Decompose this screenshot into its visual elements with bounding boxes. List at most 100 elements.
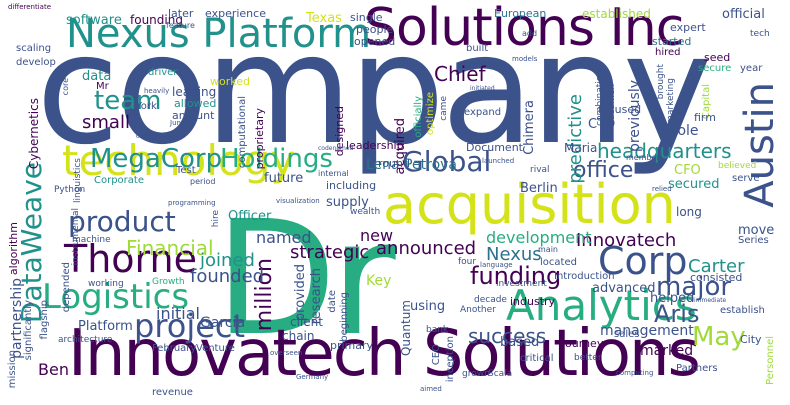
word-investment: investment — [496, 279, 547, 289]
word-journey: journey — [562, 337, 604, 350]
word-company: company — [36, 1, 713, 178]
word-dr: Dr — [215, 187, 396, 371]
word-heavily: heavily — [144, 87, 170, 95]
word-ceo: CEO — [431, 344, 442, 366]
word-started: started — [652, 35, 692, 48]
word-logistics: Logistics — [42, 277, 190, 317]
word-long: long — [676, 205, 702, 219]
word-decade: decade — [474, 295, 507, 305]
word-year: year — [740, 63, 763, 74]
word-seed: seed — [704, 51, 731, 64]
word-financial: Financial — [126, 236, 214, 260]
word-strategic: strategic — [290, 242, 370, 263]
word-significantly: significantly — [23, 300, 34, 361]
word-internal: internal — [318, 169, 349, 178]
word-previously: previously — [627, 80, 643, 153]
word-focused: focused — [598, 103, 642, 116]
word-founded: founded — [190, 266, 265, 287]
word-add: add — [522, 29, 538, 38]
word-chief: Chief — [434, 62, 486, 86]
word-mission: mission — [7, 350, 18, 389]
word-language: language — [480, 261, 513, 269]
word-leadership: leadership — [346, 139, 404, 152]
word-innovatech: Innovatech — [576, 230, 677, 251]
word-corp: Corp — [598, 239, 688, 283]
word-garcia: Garcia — [200, 315, 246, 331]
word-working: working — [88, 279, 124, 289]
word-hired: hired — [655, 47, 681, 58]
word-models: models — [512, 55, 538, 63]
word-project: project — [134, 307, 246, 345]
word-venture: Venture — [196, 343, 235, 354]
word-may: May — [692, 322, 746, 352]
word-secure: secure — [698, 63, 732, 74]
word-funding: funding — [470, 262, 562, 290]
word-tech: tech — [750, 29, 770, 39]
word-serve: serve — [732, 173, 760, 184]
word-machine: machine — [72, 235, 111, 245]
word-nexus: Nexus — [486, 244, 542, 265]
word-python: Python — [54, 185, 86, 195]
word-data: data — [82, 69, 112, 84]
word-headquarters: headquarters — [597, 139, 732, 163]
word-scala: Scala — [488, 369, 513, 379]
word-linguistics: linguistics — [73, 158, 83, 203]
word-located: located — [540, 257, 577, 268]
word-european: European — [494, 7, 547, 20]
word-opened: opened — [354, 35, 396, 48]
word-aimed: aimed — [420, 385, 442, 393]
word-germany: Germany — [296, 373, 329, 381]
word-brought: brought — [656, 64, 666, 100]
word-critical: critical — [520, 353, 554, 364]
word-grown: grown — [462, 369, 490, 379]
word-develop: develop — [16, 57, 56, 68]
word-thorne: Thorne — [64, 237, 197, 281]
word-competitors: competitors — [136, 133, 172, 140]
word-member: member — [626, 153, 660, 162]
word-secured: secured — [668, 177, 720, 192]
word-technology: technology — [62, 136, 296, 185]
word-initial: initial — [156, 304, 200, 323]
word-founding: founding — [130, 13, 183, 27]
word-another: Another — [460, 305, 496, 315]
word-including: including — [326, 179, 377, 192]
word-establish: establish — [720, 305, 765, 316]
word-later: later — [168, 7, 194, 20]
word-visualization: visualization — [276, 197, 320, 205]
word-inception: inception — [445, 336, 456, 383]
word-major: major — [656, 272, 732, 302]
word-berlin: Berlin — [520, 181, 558, 196]
word-four: four — [458, 257, 477, 267]
word-overseen: overseen — [270, 349, 303, 357]
word-codenamed: codenamed — [318, 145, 354, 152]
word-hire: hire — [211, 210, 221, 228]
word-chimera: Chimera — [522, 100, 537, 155]
word-allowed: allowed — [174, 97, 217, 110]
word-named: named — [256, 228, 312, 247]
word-believed: believed — [718, 161, 757, 171]
word-expert: expert — [670, 21, 706, 34]
word-provided: provided — [293, 264, 308, 322]
word-introduction: Introduction — [554, 271, 615, 282]
word-ben: Ben — [38, 360, 69, 379]
word-marketing: marketing — [666, 78, 676, 124]
word-move: move — [738, 223, 775, 238]
word-joined: joined — [200, 250, 255, 271]
word-personnel: Personnel — [765, 336, 776, 385]
word-megacorp: MegaCorp — [90, 144, 223, 174]
word-acquisition: acquisition — [383, 173, 676, 236]
word-relied: relied — [652, 185, 672, 193]
word-computational: computational — [237, 96, 248, 169]
word-firm: firm — [694, 111, 716, 124]
word-product: product — [68, 205, 176, 238]
word-aris: Aris — [654, 300, 700, 328]
word-acumen: acumen — [607, 84, 617, 121]
word-cto: CTO — [588, 117, 616, 132]
word-leading: leading — [172, 85, 217, 99]
word-depended: depended — [61, 262, 72, 313]
word-driver: driver — [148, 67, 178, 78]
word-consisted: consisted — [690, 271, 743, 284]
word-round: round — [378, 157, 410, 170]
word-programming: programming — [168, 199, 216, 207]
word-maria: Maria — [564, 141, 598, 155]
